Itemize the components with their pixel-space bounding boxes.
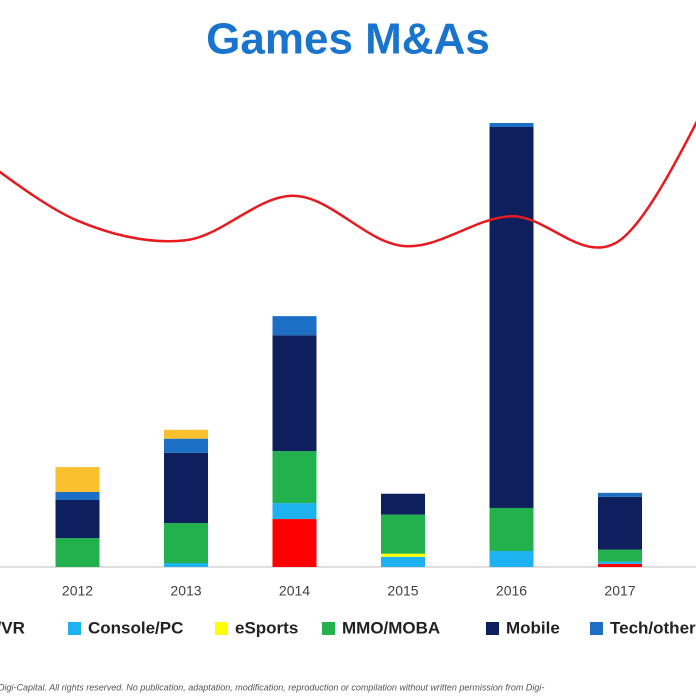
bar-segment (381, 514, 425, 554)
bar-segment (55, 491, 100, 500)
bar-segment (489, 123, 534, 127)
bar-segment (55, 499, 100, 539)
x-tick-label: 2015 (387, 583, 418, 599)
bar-segment (164, 523, 208, 564)
legend-label: Console/PC (88, 618, 183, 637)
bar-segment (164, 438, 208, 453)
bar-segment (164, 429, 208, 439)
legend-swatch (590, 622, 603, 635)
legend-label: Tech/other (610, 618, 696, 637)
bar-segment (164, 452, 208, 524)
x-tick-label: 2017 (604, 583, 635, 599)
bar-segment (598, 561, 642, 564)
x-tick-label: 2014 (279, 583, 310, 599)
bar-segment (489, 126, 534, 508)
bar-segment (272, 335, 317, 452)
bar-segment (55, 467, 100, 492)
legend-label: AR/VR (0, 618, 25, 637)
bar-segment (272, 451, 317, 504)
chart-title: Games M&As (206, 15, 490, 64)
x-tick-label: 2013 (170, 583, 201, 599)
legend-swatch (322, 622, 335, 635)
x-tick-label: 2012 (62, 583, 93, 599)
bar-segment (55, 538, 100, 567)
bar-segment (164, 563, 208, 567)
bar-segment (598, 549, 642, 562)
legend-swatch (68, 622, 81, 635)
legend-label: Mobile (506, 618, 560, 637)
bar-segment (272, 519, 317, 567)
legend-label: eSports (235, 618, 298, 637)
x-tick-label: 2016 (496, 583, 527, 599)
line (0, 120, 696, 249)
bar-segment (381, 493, 425, 515)
legend-swatch (486, 622, 499, 635)
bar-segment (598, 563, 642, 567)
bar-segment (598, 492, 642, 497)
legend-swatch (215, 622, 228, 635)
bar-segment (272, 316, 317, 336)
bar-segment (381, 556, 425, 567)
bar-segment (489, 507, 534, 552)
bar-segment (598, 496, 642, 550)
legend-label: MMO/MOBA (342, 618, 440, 637)
bar-segment (272, 503, 317, 520)
footnote: Digi-Capital. All rights reserved. No pu… (0, 682, 544, 692)
bar-segment (489, 551, 534, 567)
bar-segment (381, 553, 425, 557)
